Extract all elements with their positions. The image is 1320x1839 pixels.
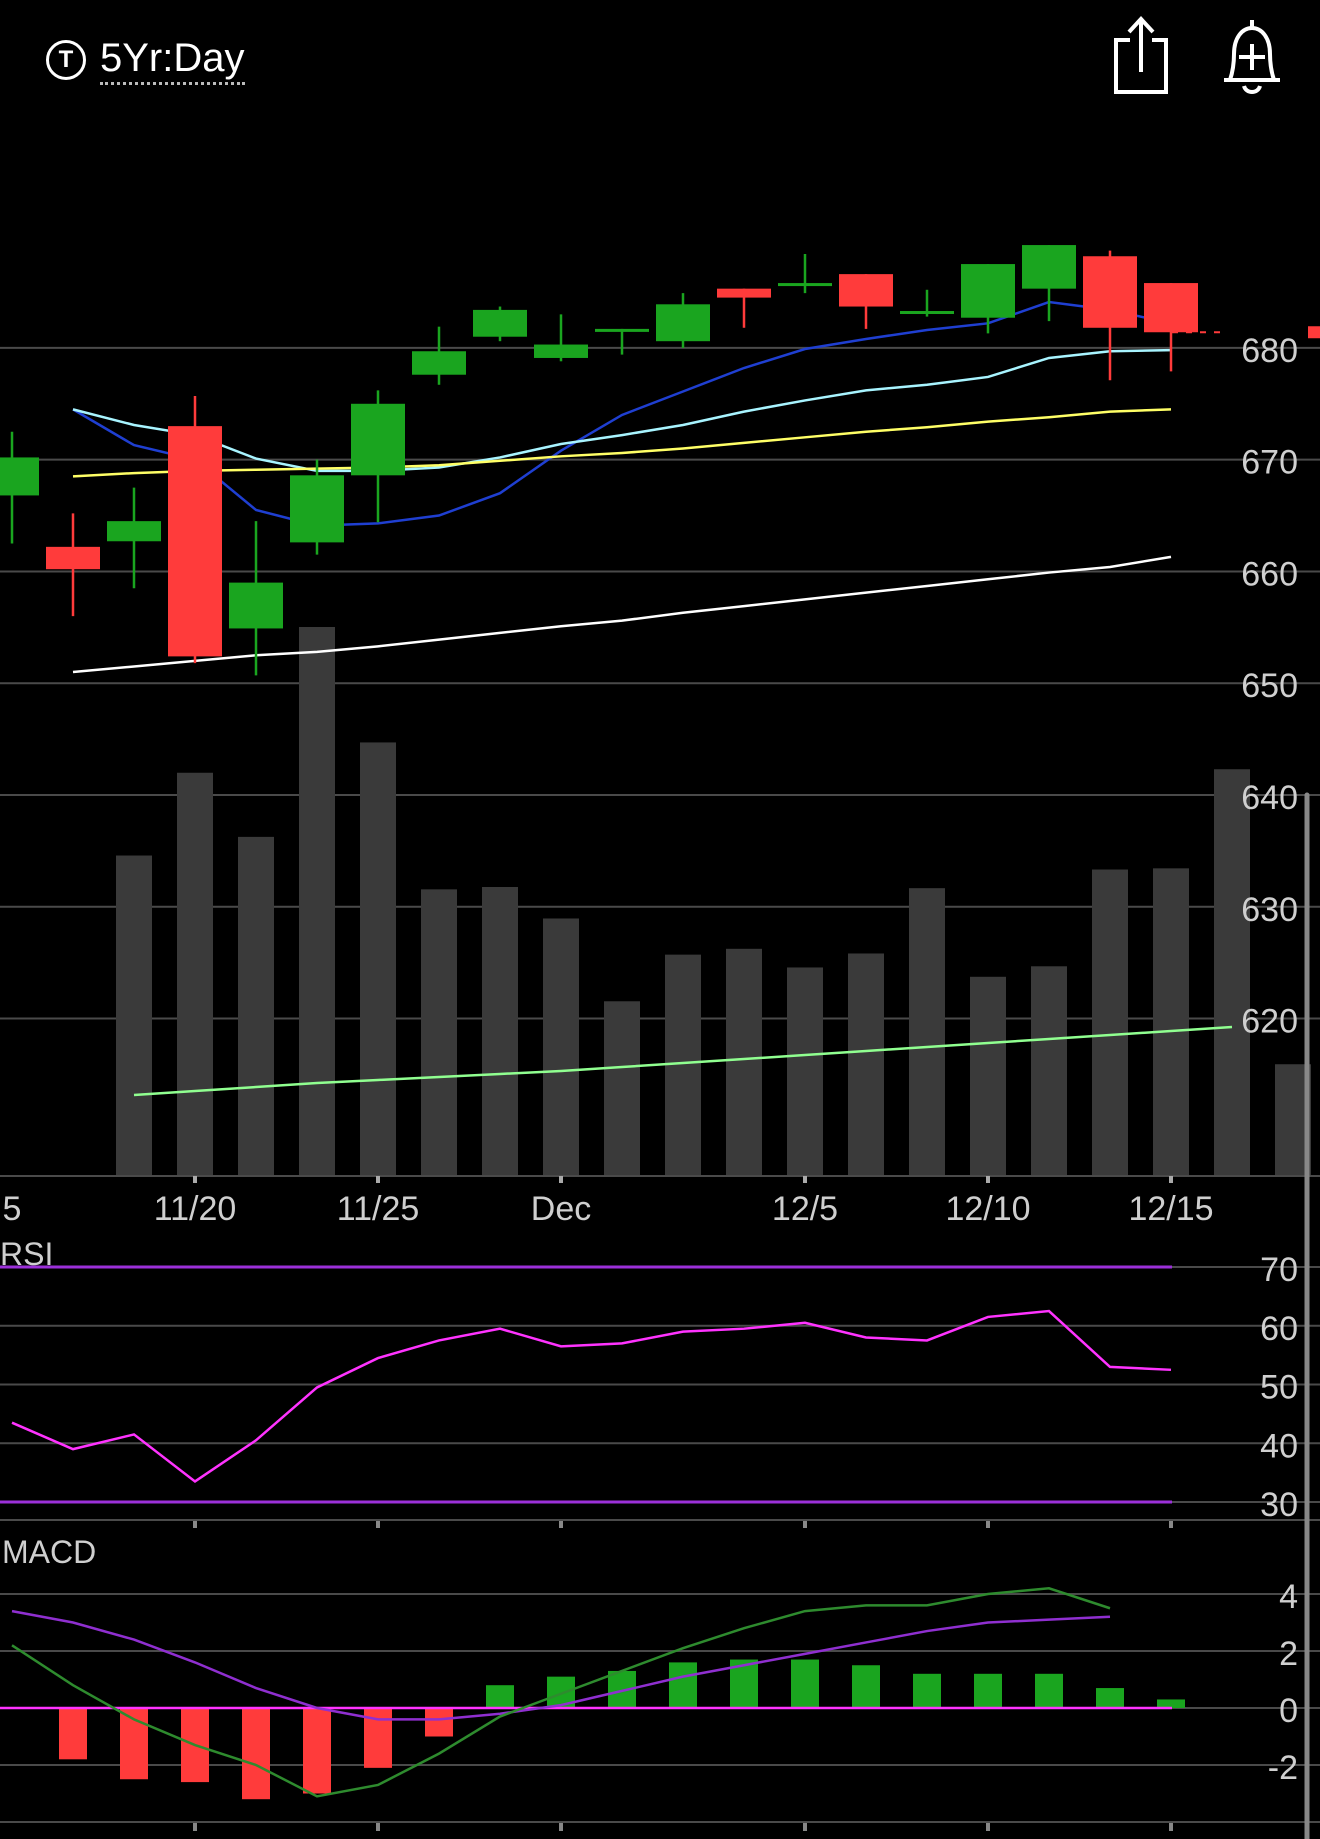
volume-bar [1153, 868, 1189, 1175]
candle-body [412, 351, 466, 375]
candle-body [229, 582, 283, 629]
candle-body [1083, 256, 1137, 328]
volume-bar [543, 918, 579, 1175]
top-toolbar: T 5Yr:Day [0, 0, 1320, 120]
volume-bar [1214, 769, 1250, 1175]
macd-axis-label: 0 [1279, 1692, 1298, 1730]
candle-body [656, 304, 710, 342]
macd-histogram-bar [791, 1659, 819, 1708]
macd-histogram-bar [303, 1708, 331, 1794]
volume-bar [482, 887, 518, 1175]
macd-histogram-bar [1157, 1699, 1185, 1708]
candle-body [961, 264, 1015, 318]
macd-histogram-bar [974, 1673, 1002, 1708]
candle-body [534, 344, 588, 358]
macd-histogram-bar [59, 1708, 87, 1760]
candle-body [778, 283, 832, 287]
share-button[interactable] [1108, 14, 1174, 98]
rsi-axis-label: 50 [1260, 1369, 1298, 1407]
macd-histogram-bar [486, 1685, 514, 1708]
volume-bar [726, 948, 762, 1175]
price-axis-label: 640 [1241, 779, 1298, 817]
x-axis-label: 11/25 [337, 1190, 420, 1228]
volume-bar [787, 967, 823, 1175]
macd-panel: MACD 4 2 0 -2 [0, 1534, 1320, 1823]
volume-bar [604, 1001, 640, 1175]
x-axis-label: Dec [531, 1190, 591, 1228]
candle-body [473, 309, 527, 337]
candle-body [1144, 283, 1198, 333]
rsi-axis-label: 60 [1260, 1310, 1298, 1348]
macd-histogram-bar [1096, 1688, 1124, 1708]
macd-histogram-bar [852, 1665, 880, 1708]
candle-body [839, 274, 893, 307]
candle-body [290, 475, 344, 543]
volume-bar [848, 953, 884, 1175]
candle-body [351, 403, 405, 476]
volume-bar [360, 742, 396, 1175]
range-selector-button[interactable]: T 5Yr:Day [46, 30, 245, 90]
range-label: 5Yr:Day [100, 36, 245, 85]
volume-bar [1031, 966, 1067, 1175]
volume-bar [299, 627, 335, 1175]
candle-body [717, 288, 771, 298]
moving-average-line [72, 408, 1172, 478]
macd-axis-label: 2 [1279, 1635, 1298, 1673]
price-axis-label: 620 [1241, 1003, 1298, 1041]
volume-bar [177, 772, 213, 1175]
ticker-t-icon: T [46, 40, 86, 80]
candle-body [900, 311, 954, 315]
volume-bars [116, 627, 1311, 1175]
candlesticks [0, 245, 1198, 676]
volume-average-line [133, 1025, 1233, 1097]
rsi-axis-label: 30 [1260, 1486, 1298, 1524]
candle-body [0, 457, 39, 496]
price-axis-label: 650 [1241, 667, 1298, 705]
x-axis-label: 11/20 [154, 1190, 237, 1228]
volume-bar [1092, 869, 1128, 1175]
rsi-axis-label: 70 [1260, 1251, 1298, 1289]
x-axis-label: 5 [3, 1190, 22, 1228]
x-axis-label: 12/15 [1128, 1190, 1213, 1228]
price-axis-label: 630 [1241, 891, 1298, 929]
volume-bar [238, 836, 274, 1175]
macd-axis-label: -2 [1268, 1749, 1298, 1787]
candle-body [46, 546, 100, 570]
x-axis-label: 12/5 [772, 1190, 838, 1228]
bell-plus-icon [1224, 20, 1280, 94]
macd-histogram-bar [913, 1673, 941, 1708]
candle-body [107, 521, 161, 542]
volume-bar [970, 976, 1006, 1175]
rsi-axis-label: 40 [1260, 1427, 1298, 1465]
macd-line [11, 1587, 1111, 1798]
macd-histogram-bar [425, 1708, 453, 1737]
candle-body [1022, 245, 1076, 289]
axes-labels: 680 670 660 650 640 630 620 5 11/20 11/25 Dec 12/5 1… [0, 326, 1320, 1831]
price-axis-label: 660 [1241, 555, 1298, 593]
macd-signal-line [11, 1609, 1111, 1721]
price-axis-label: 680 [1241, 332, 1298, 370]
macd-histogram-bar [1035, 1673, 1063, 1708]
volume-bar [116, 855, 152, 1175]
macd-axis-label: 4 [1279, 1578, 1298, 1616]
x-axis-label: 12/10 [945, 1190, 1030, 1228]
volume-bar [421, 889, 457, 1175]
volume-bar [909, 888, 945, 1175]
macd-histogram-bar [242, 1708, 270, 1800]
rsi-line [11, 1309, 1172, 1483]
add-alert-button[interactable] [1218, 14, 1286, 98]
moving-average-line [72, 348, 1172, 473]
candle-body [595, 328, 649, 332]
share-icon [1114, 16, 1168, 94]
price-axis-label: 670 [1241, 444, 1298, 482]
last-price-marker [1308, 326, 1320, 339]
macd-histogram-bar [669, 1662, 697, 1708]
candle-body [168, 426, 222, 657]
macd-title: MACD [2, 1534, 96, 1570]
